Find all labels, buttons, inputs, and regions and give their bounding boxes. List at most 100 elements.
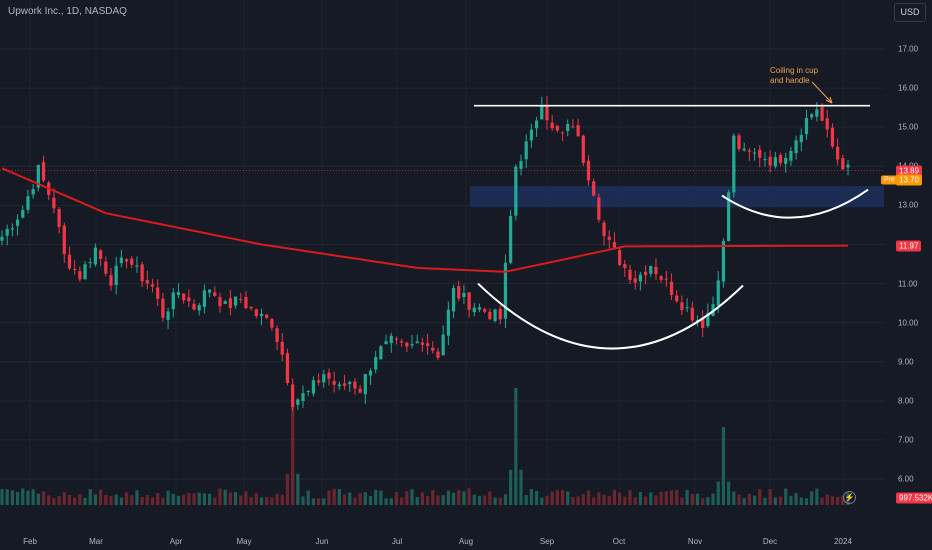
x-tick-label: Feb	[23, 537, 37, 546]
volume-bar	[368, 496, 373, 505]
candle-body	[789, 151, 793, 161]
candle-body	[62, 225, 66, 255]
volume-bar	[841, 495, 845, 505]
candle-body	[664, 278, 668, 280]
volume-tag: 997.532K	[896, 492, 932, 504]
volume-bar	[493, 497, 497, 505]
volume-bar	[555, 490, 559, 505]
candle-body	[649, 265, 653, 274]
candle-body	[477, 307, 482, 310]
volume-bar	[156, 493, 160, 505]
volume-bar	[78, 494, 82, 505]
volume-bar	[503, 494, 508, 505]
candle-body	[394, 338, 399, 340]
candle-body	[244, 296, 248, 309]
candle-body	[820, 107, 824, 121]
candle-body	[602, 222, 606, 237]
last-price-tag: 13.89	[896, 165, 923, 177]
volume-bar	[763, 497, 767, 505]
candle-body	[472, 307, 476, 313]
volume-bar	[192, 493, 196, 505]
volume-bar	[649, 492, 653, 505]
volume-bar	[249, 497, 253, 505]
candle-body	[99, 250, 103, 259]
volume-bar	[218, 488, 222, 505]
candle-body	[778, 154, 783, 163]
candle-body	[254, 309, 258, 317]
volume-bar	[597, 492, 601, 505]
candle-body	[773, 157, 777, 167]
candle-body	[265, 314, 269, 318]
candle-body	[52, 197, 56, 209]
volume-bar	[441, 495, 445, 505]
volume-bar	[747, 493, 751, 505]
volume-bar	[830, 496, 835, 505]
annotation-line-1: Coiling in cup	[770, 66, 819, 75]
volume-bar	[327, 490, 331, 505]
volume-bar	[182, 494, 186, 505]
candle-body	[10, 228, 14, 230]
volume-bar	[291, 401, 295, 505]
volume-bar	[223, 489, 227, 505]
volume-bar	[394, 492, 399, 505]
candle-body	[483, 309, 487, 312]
candle-body	[462, 292, 466, 297]
candle-body	[628, 269, 632, 280]
volume-bar	[114, 494, 118, 505]
y-tick-label: 15.00	[898, 122, 919, 132]
volume-bar	[5, 489, 9, 505]
candle-body	[706, 313, 710, 327]
volume-bar	[659, 491, 663, 505]
candle-body	[550, 122, 554, 129]
y-tick-label: 17.00	[898, 44, 919, 54]
candle-body	[316, 380, 321, 383]
candle-body	[202, 290, 207, 307]
candle-body	[618, 250, 622, 265]
candle-body	[327, 372, 331, 379]
lightning-icon[interactable]: ⚡	[843, 491, 856, 504]
candle-body	[799, 134, 803, 143]
volume-bar	[477, 495, 482, 505]
candle-body	[405, 342, 409, 347]
volume-bar	[389, 498, 393, 505]
candle-body	[555, 125, 559, 131]
candle-body	[815, 109, 819, 117]
candle-body	[758, 149, 762, 158]
volume-bar	[415, 497, 419, 505]
volume-bar	[187, 492, 191, 505]
volume-bar	[768, 488, 772, 505]
volume-bar	[342, 494, 347, 505]
candle-body	[78, 271, 82, 280]
volume-bar	[358, 493, 362, 505]
candle-body	[690, 307, 694, 321]
volume-bar	[62, 492, 66, 505]
candle-body	[768, 156, 772, 166]
volume-bar	[280, 494, 284, 505]
candle-body	[846, 164, 850, 168]
candle-body	[233, 296, 238, 306]
volume-bar	[566, 491, 570, 505]
volume-bar	[602, 494, 606, 505]
volume-bar	[607, 496, 611, 505]
candle-body	[135, 265, 139, 267]
candle-body	[659, 276, 663, 280]
volume-bar	[10, 490, 14, 505]
x-tick-label: 2024	[834, 537, 852, 546]
volume-bar	[21, 488, 25, 505]
volume-bar	[311, 498, 316, 505]
volume-bar	[275, 493, 279, 505]
candle-body	[529, 129, 534, 141]
currency-button[interactable]: USD	[894, 3, 926, 22]
volume-bar	[721, 427, 726, 505]
candle-body	[337, 384, 341, 387]
volume-bar	[384, 498, 388, 505]
volume-bar	[322, 498, 326, 505]
volume-bar	[353, 497, 357, 505]
x-tick-label: Oct	[612, 537, 626, 546]
candle-body	[732, 135, 736, 193]
volume-bar	[228, 492, 232, 505]
candle-body	[342, 383, 347, 386]
candle-body	[249, 306, 253, 309]
volume-bar	[31, 489, 35, 505]
